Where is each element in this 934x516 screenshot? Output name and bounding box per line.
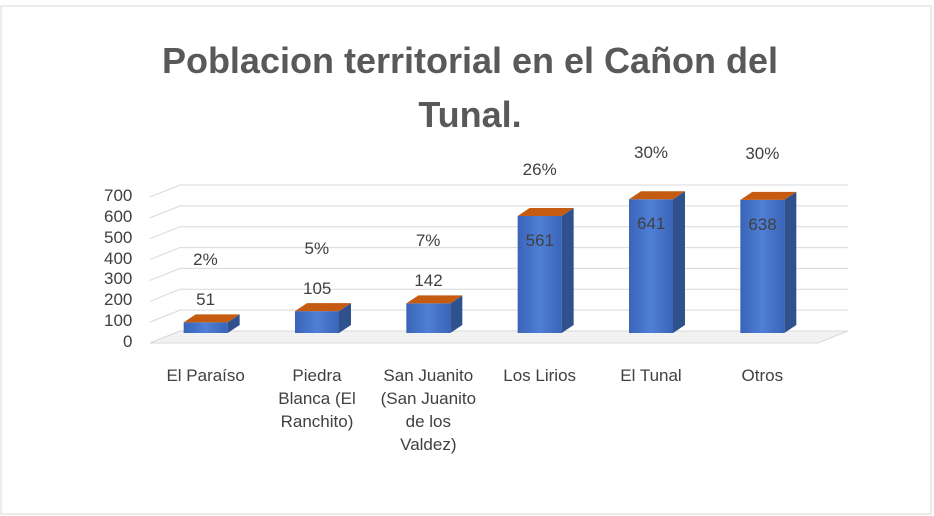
bar-top [517,207,574,216]
percent-label: 26% [522,159,557,179]
chart-title: Poblacion territorial en el Cañon del Tu… [161,40,779,135]
bar-front [629,199,673,333]
y-tick-label: 400 [104,248,133,268]
bar [295,303,351,333]
percent-label: 30% [634,143,669,163]
bar-top [295,303,351,312]
x-tick-label: Piedra Blanca (El Ranchito) [278,366,356,431]
data-label: 51 [196,290,216,310]
grid-line [149,288,848,302]
bar [406,295,463,333]
bar-top [183,314,240,323]
grid-line [149,184,848,198]
bar-side [784,191,797,333]
bar-front [517,215,562,333]
data-label: 142 [414,271,443,291]
data-label: 641 [637,214,666,234]
x-tick-label: Los Lirios [503,366,577,385]
grid-line [149,226,848,240]
bar [629,191,685,333]
bar [183,314,240,333]
bar-top [740,191,797,200]
x-tick-label: El Paraíso [166,366,245,385]
y-tick-label: 200 [104,290,133,310]
y-tick-label: 0 [123,332,133,351]
grid-line [149,309,848,323]
bar-side [561,207,574,333]
bar-side [339,303,351,333]
bar-front [183,322,228,333]
y-tick-label: 100 [104,311,133,331]
frame [0,5,932,515]
y-tick-label: 600 [104,206,133,226]
bar [517,207,574,333]
data-label: 638 [748,214,777,234]
bar-side [673,191,685,333]
bar-front [295,311,339,333]
percent-label: 30% [745,143,780,163]
data-label: 561 [525,230,555,250]
percent-label: 7% [415,231,441,251]
bar-front [740,199,785,333]
bar-side [227,314,240,333]
grid-line [149,247,848,261]
bar-top [406,295,463,304]
percent-label: 2% [193,250,218,270]
bar [740,191,797,333]
y-tick-label: 300 [104,269,133,289]
data-label: 105 [303,279,332,299]
x-tick-label: El Tunal [620,366,682,385]
x-tick-label: Otros [741,366,784,385]
bar-top [629,191,685,200]
x-tick-label: San Juanito (San Juanito de los Valdez) [380,366,477,454]
y-tick-label: 700 [104,186,133,205]
grid-line [149,267,848,281]
y-tick-label: 500 [104,227,133,247]
percent-label: 5% [304,239,330,259]
bar-side [450,295,463,333]
bar-front [406,303,451,333]
floor [149,330,849,344]
grid-line [149,205,848,219]
